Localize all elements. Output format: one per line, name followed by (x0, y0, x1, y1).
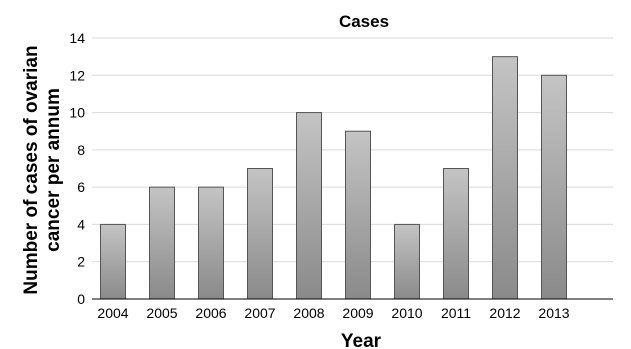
bar-2008 (296, 112, 322, 300)
y-tick-label: 8 (77, 142, 85, 158)
y-tick-label: 4 (77, 216, 85, 232)
bar-2009 (345, 130, 371, 300)
y-tick-label: 12 (69, 67, 85, 83)
x-tick-label: 2007 (244, 305, 275, 321)
bars (100, 56, 567, 300)
x-tick-label: 2012 (489, 305, 520, 321)
y-tick-label: 6 (77, 179, 85, 195)
x-tick-labels: 2004 2005 2006 2007 2008 2009 2010 2011 2012 2013 (97, 305, 569, 321)
bar-2011 (443, 168, 469, 300)
x-tick-label: 2013 (538, 305, 569, 321)
bar-2004 (100, 223, 126, 300)
bar-2006 (198, 186, 224, 300)
x-tick-label: 2006 (195, 305, 226, 321)
bar-2012 (492, 56, 518, 300)
x-tick-label: 2009 (342, 305, 373, 321)
bar-2013 (541, 74, 567, 300)
x-tick-label: 2008 (293, 305, 324, 321)
y-tick-label: 10 (69, 105, 85, 121)
y-axis-title-line-2: cancer per annum (43, 88, 64, 252)
bar-2007 (247, 168, 273, 300)
x-tick-label: 2010 (391, 305, 422, 321)
bar-2010 (394, 223, 420, 300)
y-tick-label: 14 (69, 30, 85, 46)
x-tick-label: 2005 (146, 305, 177, 321)
y-tick-labels: 0 2 4 6 8 10 12 14 (69, 30, 85, 307)
x-tick-label: 2004 (97, 305, 128, 321)
chart-title: Cases (339, 12, 389, 31)
y-tick-label: 2 (77, 254, 85, 270)
y-axis-title-line-1: Number of cases of ovarian (21, 45, 42, 294)
y-axis-title: Number of cases of ovarian cancer per an… (21, 45, 64, 294)
bar-2005 (149, 186, 175, 300)
x-tick-label: 2011 (441, 305, 471, 321)
y-tick-label: 0 (77, 291, 85, 307)
x-axis-title: Year (341, 331, 382, 349)
